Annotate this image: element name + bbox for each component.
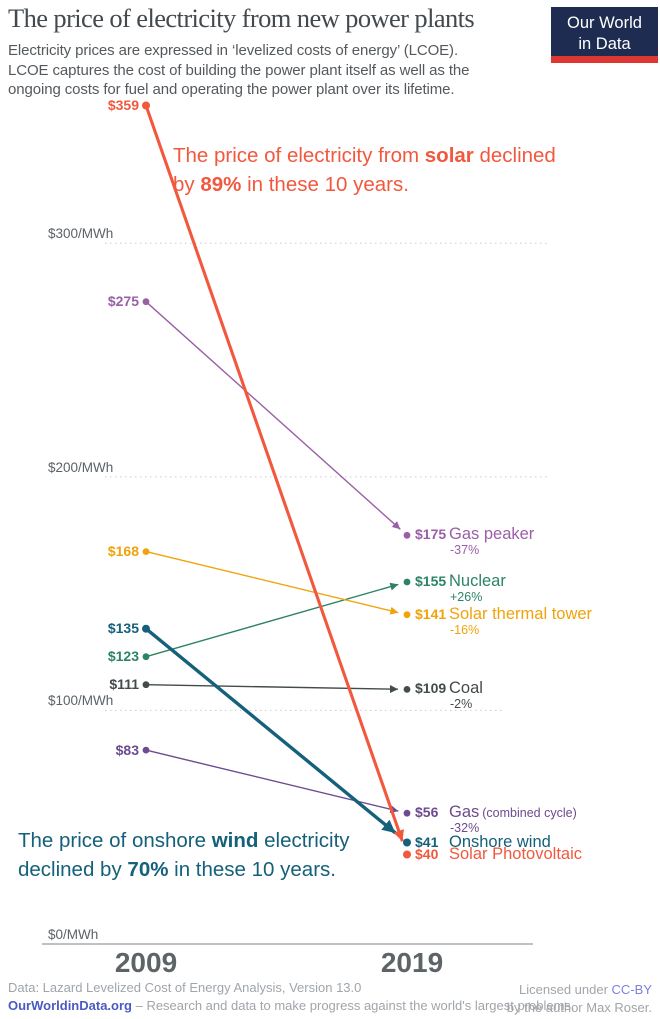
end-label-gas-peaker: $175 Gas peaker -37%: [415, 524, 655, 557]
series-name-suffix: (combined cycle): [482, 806, 577, 821]
series-name: Solar thermal tower: [449, 604, 593, 623]
dot-2009-solar-thermal: [142, 548, 150, 555]
page-title: The price of electricity from new power …: [8, 3, 475, 33]
start-value-onshore-wind: $135: [107, 620, 139, 637]
end-label-nuclear: $155 Nuclear +26%: [415, 571, 655, 604]
x-tick-2009: 2009: [114, 947, 178, 978]
dot-2019-coal: [403, 686, 411, 693]
end-label-solar-pv: $40 Solar Photovoltaic: [415, 844, 655, 865]
slope-line-coal: [145, 684, 399, 694]
end-value: $56: [415, 804, 439, 821]
dot-2009-onshore-wind: [142, 624, 150, 633]
chart-subtitle: Electricity prices are expressed in ‘lev…: [8, 41, 469, 100]
start-value-coal: $111: [109, 676, 139, 693]
end-label-coal: $109 Coal -2%: [415, 678, 655, 711]
dot-2009-solar-pv: [142, 101, 150, 110]
start-value-gas-cc: $83: [115, 741, 139, 758]
y-tick-200: $200/MWh: [48, 460, 114, 475]
series-name: Nuclear: [449, 571, 506, 590]
owid-logo: Our World in Data: [551, 7, 658, 63]
dot-2009-gas-peaker: [142, 298, 150, 306]
owid-credit-line: OurWorldinData.org – Research and data t…: [8, 997, 575, 1013]
end-label-onshore-wind: $41 Onshore wind: [415, 832, 655, 853]
dot-2009-nuclear: [142, 653, 150, 661]
end-value: $175: [415, 526, 447, 543]
footer-source: Data: Lazard Levelized Cost of Energy An…: [8, 979, 575, 1014]
series-name: Gas peaker: [449, 525, 535, 544]
cc-by-link[interactable]: CC-BY: [611, 982, 652, 997]
end-value: $141: [415, 605, 447, 622]
owid-website-link[interactable]: OurWorldinData.org: [8, 997, 132, 1013]
series-pct-change: -32%: [450, 821, 480, 836]
start-value-solar-pv: $359: [107, 96, 139, 113]
slope-line-nuclear: [145, 582, 399, 658]
dot-2009-coal: [142, 681, 150, 689]
dot-2019-solar-thermal: [403, 611, 411, 619]
end-label-gas-cc: $56 Gas (combined cycle) -32%: [415, 802, 655, 835]
slope-line-gas-peaker: [145, 301, 401, 530]
end-value: $109: [415, 680, 447, 697]
slope-line-gas-cc: [145, 749, 399, 814]
dot-2019-nuclear: [403, 578, 411, 586]
y-tick-300: $300/MWh: [48, 226, 114, 241]
series-name: Coal: [449, 679, 483, 698]
subtitle-line-3: ongoing costs for fuel and operating the…: [8, 81, 455, 98]
end-label-solar-thermal: $141 Solar thermal tower -16%: [415, 604, 655, 637]
start-value-nuclear: $123: [107, 648, 139, 665]
series-pct-change: -37%: [450, 543, 480, 558]
series-name: Onshore wind: [449, 832, 551, 851]
data-source-line: Data: Lazard Levelized Cost of Energy An…: [8, 980, 362, 995]
start-value-gas-peaker: $275: [107, 293, 139, 310]
logo-text-line-2: in Data: [578, 35, 631, 53]
x-tick-2019: 2019: [380, 947, 444, 978]
slope-line-solar-pv: [144, 104, 404, 842]
slope-line-solar-thermal: [145, 550, 399, 615]
series-pct-change: +26%: [450, 589, 483, 604]
start-value-solar-thermal: $168: [107, 543, 139, 560]
subtitle-line-1: Electricity prices are expressed in ‘lev…: [8, 42, 459, 59]
end-value: $155: [415, 572, 447, 589]
author-line: by the author Max Roser.: [506, 999, 652, 1015]
y-tick-0: $0/MWh: [48, 927, 99, 942]
slope-line-onshore-wind: [144, 627, 397, 835]
end-value: $40: [415, 845, 439, 862]
license-line: Licensed under CC-BY: [519, 982, 652, 997]
solar-decline-annotation: The price of electricity from solar decl…: [173, 144, 556, 196]
series-name: Solar Photovoltaic: [449, 844, 582, 863]
wind-decline-annotation: The price of onshore wind electricity de…: [18, 829, 350, 881]
dot-2009-gas-cc: [142, 746, 150, 754]
series-pct-change: -2%: [450, 697, 473, 712]
y-tick-100: $100/MWh: [48, 693, 114, 708]
series-name: Gas (combined cycle): [449, 803, 577, 822]
dot-2019-gas-cc: [403, 809, 411, 817]
logo-text-line-1: Our World: [567, 14, 642, 32]
dot-2019-gas-peaker: [403, 531, 411, 539]
end-value: $41: [415, 833, 439, 850]
series-pct-change: -16%: [450, 622, 480, 637]
subtitle-line-2: LCOE captures the cost of building the p…: [8, 61, 470, 79]
logo-red-bar: [551, 56, 658, 63]
footer-license: Licensed under CC-BY by the author Max R…: [507, 981, 652, 1016]
